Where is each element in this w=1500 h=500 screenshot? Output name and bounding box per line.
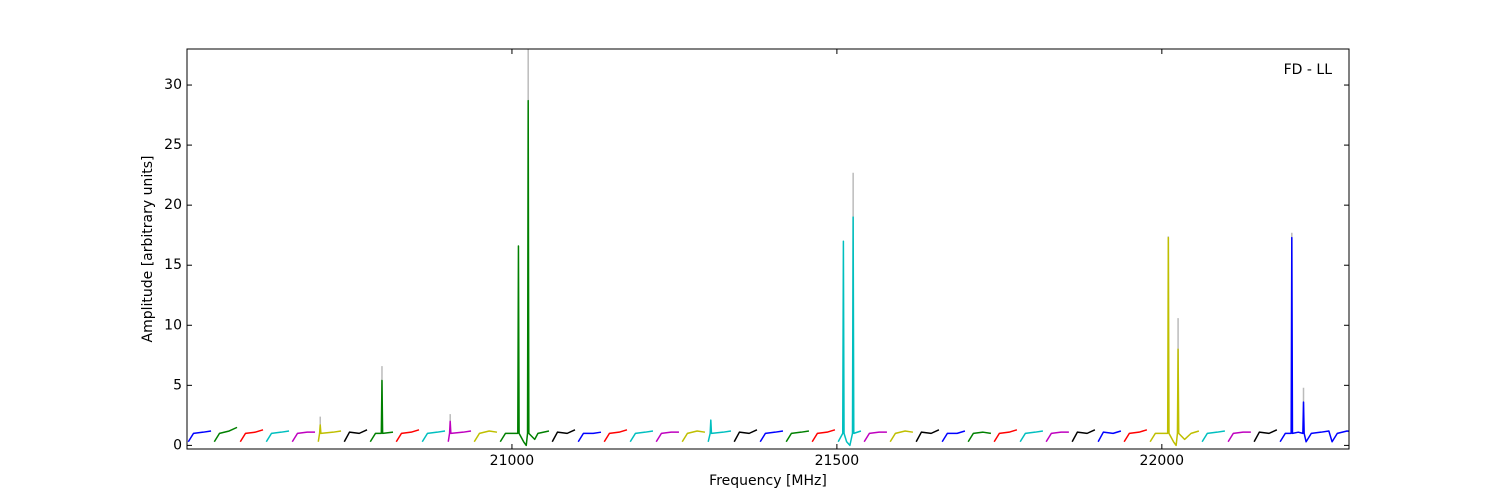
annotation: FD - LL — [1284, 62, 1333, 78]
spectrum-line — [213, 99, 992, 447]
spectrum-line — [239, 429, 1148, 443]
y-tick-label: 30 — [164, 77, 182, 93]
x-tick-label: 22000 — [1140, 453, 1185, 469]
spectrum-line — [317, 236, 1200, 447]
y-tick-label: 10 — [164, 317, 182, 333]
y-tick-label: 15 — [164, 257, 182, 273]
y-tick-label: 0 — [173, 437, 182, 453]
y-axis-label: Amplitude [arbitrary units] — [140, 156, 156, 343]
spectrum-line — [265, 216, 1225, 447]
spectrum-line — [343, 429, 1278, 443]
y-tick-label: 20 — [164, 197, 182, 213]
spectrum-line — [291, 420, 1251, 443]
spectrum-line — [187, 236, 1349, 443]
x-axis-label: Frequency [MHz] — [709, 473, 827, 489]
x-tick-label: 21000 — [490, 453, 535, 469]
axes-frame — [186, 48, 1350, 450]
spectrum-line — [319, 49, 1305, 434]
x-tick-label: 21500 — [815, 453, 860, 469]
y-tick-label: 5 — [173, 377, 182, 393]
plot-area — [187, 49, 1349, 447]
y-tick-label: 25 — [164, 137, 182, 153]
